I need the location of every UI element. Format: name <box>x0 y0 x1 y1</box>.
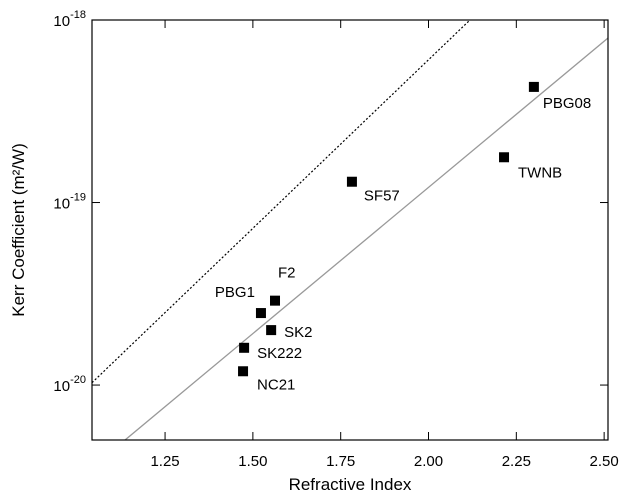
point-label: TWNB <box>518 164 562 181</box>
y-axis-title: Kerr Coefficient (m²/W) <box>9 143 28 317</box>
x-tick-label: 2.25 <box>502 453 531 470</box>
plot-frame <box>91 19 609 441</box>
x-tick-label: 1.50 <box>238 453 267 470</box>
point-label: SK2 <box>284 324 312 341</box>
point <box>239 342 250 353</box>
point <box>346 176 357 187</box>
point-label: F2 <box>278 265 296 282</box>
point <box>499 152 510 163</box>
x-tick-label: 2.50 <box>590 453 619 470</box>
fit-line <box>124 37 608 440</box>
y-tick-label: 10-19 <box>53 192 86 213</box>
x-tick-label: 2.00 <box>414 453 443 470</box>
y-tick-label: 10-18 <box>53 9 86 30</box>
point <box>528 81 539 92</box>
point-label: NC21 <box>257 376 295 393</box>
point-label: SF57 <box>364 188 400 205</box>
point-label: PBG08 <box>543 95 591 112</box>
x-tick-label: 1.25 <box>150 453 179 470</box>
point-label: PBG1 <box>215 284 255 301</box>
dotted-line <box>92 20 471 384</box>
point-label: SK222 <box>257 345 302 362</box>
y-tick-label: 10-20 <box>53 374 86 395</box>
point <box>238 366 249 377</box>
point <box>266 325 277 336</box>
x-axis-title: Refractive Index <box>289 475 412 494</box>
x-tick-label: 1.75 <box>326 453 355 470</box>
point <box>270 295 281 306</box>
point <box>255 308 266 319</box>
